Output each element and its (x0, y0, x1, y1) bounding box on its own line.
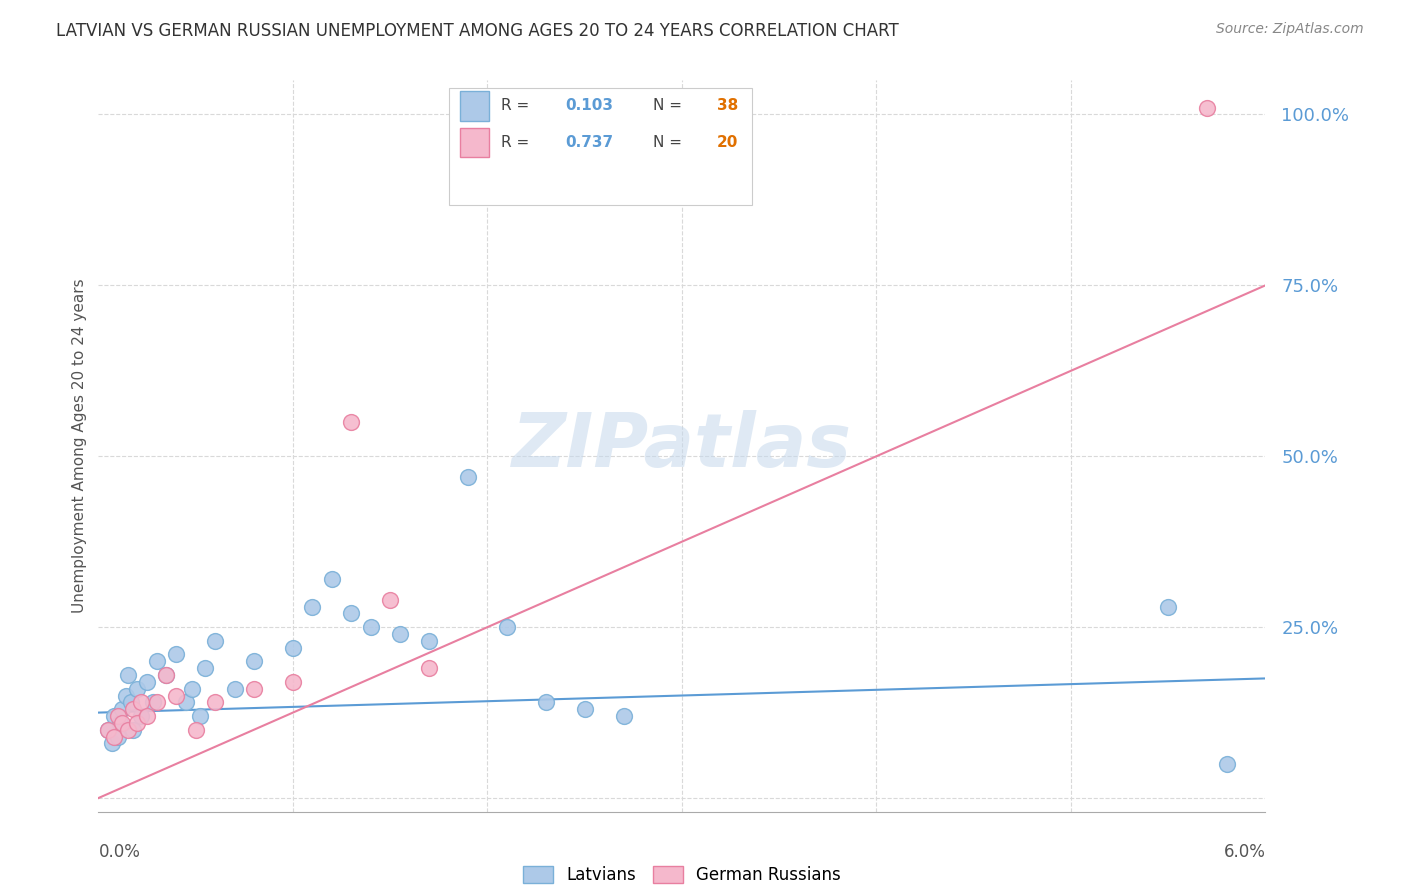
Text: 38: 38 (717, 98, 738, 113)
Text: 0.103: 0.103 (565, 98, 613, 113)
Point (301, 599, 323, 614)
Point (107, 709, 129, 723)
Point (122, 723, 145, 737)
Point (107, 730, 129, 744)
Point (155, 668, 177, 682)
Point (174, 695, 197, 709)
Point (204, 633, 226, 648)
Point (155, 668, 177, 682)
Point (457, 469, 479, 483)
Point (136, 709, 159, 723)
Point (129, 695, 152, 709)
Text: 20: 20 (717, 135, 738, 150)
Point (388, 627, 411, 641)
Point (340, 607, 363, 621)
Point (101, 736, 124, 750)
Point (418, 661, 440, 675)
Point (127, 715, 149, 730)
Point (129, 709, 152, 723)
Legend: Latvians, German Russians: Latvians, German Russians (516, 860, 848, 891)
Point (360, 620, 382, 634)
Text: N =: N = (652, 135, 686, 150)
Point (184, 723, 207, 737)
Point (321, 572, 343, 586)
Point (612, 709, 634, 723)
Point (127, 681, 149, 696)
Point (281, 674, 304, 689)
Point (243, 681, 266, 696)
Text: N =: N = (652, 98, 686, 113)
Point (194, 661, 217, 675)
FancyBboxPatch shape (460, 91, 489, 120)
Point (142, 695, 165, 709)
Point (495, 620, 517, 634)
FancyBboxPatch shape (449, 87, 752, 204)
Point (188, 709, 211, 723)
Point (111, 715, 134, 730)
FancyBboxPatch shape (460, 128, 489, 157)
Point (281, 640, 304, 655)
Point (136, 674, 159, 689)
Text: ZIPatlas: ZIPatlas (512, 409, 852, 483)
Point (1215, 756, 1237, 771)
Y-axis label: Unemployment Among Ages 20 to 24 years: Unemployment Among Ages 20 to 24 years (72, 278, 87, 614)
Point (121, 695, 143, 709)
Text: 0.737: 0.737 (565, 135, 613, 150)
Point (103, 730, 125, 744)
Text: LATVIAN VS GERMAN RUSSIAN UNEMPLOYMENT AMONG AGES 20 TO 24 YEARS CORRELATION CHA: LATVIAN VS GERMAN RUSSIAN UNEMPLOYMENT A… (56, 22, 898, 40)
Point (340, 415, 363, 429)
Point (165, 689, 187, 703)
Text: R =: R = (501, 135, 534, 150)
Point (574, 702, 596, 716)
Point (1195, 101, 1218, 115)
Point (117, 723, 139, 737)
Point (1157, 599, 1180, 614)
Text: Source: ZipAtlas.com: Source: ZipAtlas.com (1216, 22, 1364, 37)
Point (204, 695, 226, 709)
Point (97, 723, 120, 737)
Point (114, 689, 136, 703)
Point (180, 681, 202, 696)
Point (108, 715, 131, 730)
Point (103, 709, 125, 723)
Text: 0.0%: 0.0% (98, 843, 141, 861)
Point (418, 633, 440, 648)
Point (534, 695, 557, 709)
Text: 6.0%: 6.0% (1223, 843, 1265, 861)
Point (111, 702, 134, 716)
Point (165, 648, 187, 662)
Point (146, 695, 169, 709)
Point (243, 654, 266, 668)
Point (378, 592, 402, 607)
Point (97, 723, 120, 737)
Point (122, 702, 145, 716)
Point (117, 668, 139, 682)
Point (224, 681, 246, 696)
Point (146, 654, 169, 668)
Text: R =: R = (501, 98, 534, 113)
